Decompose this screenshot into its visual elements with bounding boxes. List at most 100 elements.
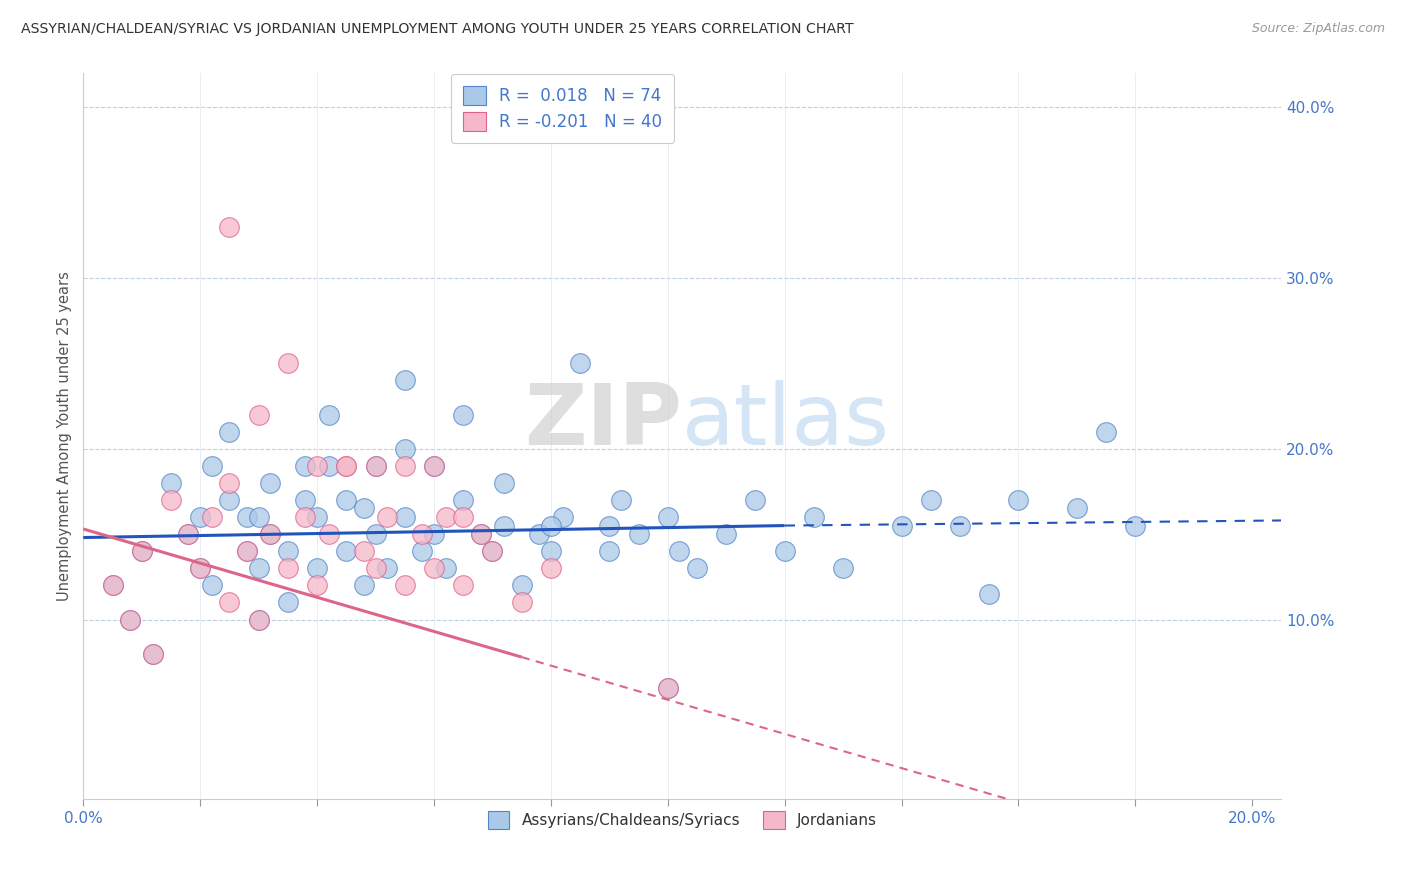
Point — [598, 518, 620, 533]
Point — [247, 510, 270, 524]
Point — [364, 458, 387, 473]
Point — [188, 561, 211, 575]
Point — [177, 527, 200, 541]
Point — [494, 518, 516, 533]
Point — [160, 475, 183, 490]
Point — [627, 527, 650, 541]
Point — [494, 475, 516, 490]
Point — [236, 544, 259, 558]
Point — [218, 425, 240, 439]
Point — [236, 510, 259, 524]
Point — [375, 510, 398, 524]
Legend: Assyrians/Chaldeans/Syriacs, Jordanians: Assyrians/Chaldeans/Syriacs, Jordanians — [482, 805, 883, 835]
Point — [1066, 501, 1088, 516]
Point — [714, 527, 737, 541]
Point — [259, 475, 281, 490]
Point — [423, 458, 446, 473]
Point — [353, 544, 375, 558]
Point — [294, 492, 316, 507]
Point — [188, 561, 211, 575]
Point — [277, 595, 299, 609]
Point — [657, 681, 679, 695]
Point — [540, 518, 562, 533]
Point — [510, 578, 533, 592]
Point — [247, 561, 270, 575]
Point — [949, 518, 972, 533]
Point — [1007, 492, 1029, 507]
Point — [394, 578, 416, 592]
Point — [434, 561, 457, 575]
Point — [569, 356, 592, 370]
Point — [277, 561, 299, 575]
Text: ZIP: ZIP — [524, 380, 682, 463]
Point — [142, 647, 165, 661]
Point — [527, 527, 550, 541]
Point — [335, 458, 357, 473]
Point — [423, 458, 446, 473]
Text: Source: ZipAtlas.com: Source: ZipAtlas.com — [1251, 22, 1385, 36]
Point — [307, 561, 329, 575]
Point — [890, 518, 912, 533]
Point — [540, 544, 562, 558]
Point — [598, 544, 620, 558]
Point — [510, 595, 533, 609]
Point — [177, 527, 200, 541]
Point — [803, 510, 825, 524]
Point — [142, 647, 165, 661]
Point — [218, 475, 240, 490]
Point — [118, 613, 141, 627]
Point — [744, 492, 766, 507]
Text: atlas: atlas — [682, 380, 890, 463]
Point — [307, 510, 329, 524]
Point — [470, 527, 492, 541]
Point — [335, 544, 357, 558]
Point — [236, 544, 259, 558]
Point — [451, 578, 474, 592]
Point — [201, 510, 224, 524]
Point — [423, 561, 446, 575]
Point — [657, 681, 679, 695]
Point — [307, 578, 329, 592]
Point — [551, 510, 574, 524]
Point — [394, 373, 416, 387]
Point — [307, 458, 329, 473]
Point — [247, 408, 270, 422]
Point — [657, 510, 679, 524]
Y-axis label: Unemployment Among Youth under 25 years: Unemployment Among Youth under 25 years — [58, 271, 72, 601]
Point — [540, 561, 562, 575]
Point — [481, 544, 503, 558]
Point — [247, 613, 270, 627]
Point — [481, 544, 503, 558]
Point — [101, 578, 124, 592]
Point — [451, 510, 474, 524]
Point — [470, 527, 492, 541]
Point — [451, 408, 474, 422]
Point — [131, 544, 153, 558]
Point — [353, 501, 375, 516]
Point — [259, 527, 281, 541]
Point — [920, 492, 942, 507]
Point — [131, 544, 153, 558]
Point — [201, 578, 224, 592]
Point — [364, 458, 387, 473]
Point — [259, 527, 281, 541]
Point — [201, 458, 224, 473]
Point — [979, 587, 1001, 601]
Point — [318, 458, 340, 473]
Point — [364, 527, 387, 541]
Text: ASSYRIAN/CHALDEAN/SYRIAC VS JORDANIAN UNEMPLOYMENT AMONG YOUTH UNDER 25 YEARS CO: ASSYRIAN/CHALDEAN/SYRIAC VS JORDANIAN UN… — [21, 22, 853, 37]
Point — [294, 510, 316, 524]
Point — [394, 442, 416, 456]
Point — [335, 458, 357, 473]
Point — [101, 578, 124, 592]
Point — [118, 613, 141, 627]
Point — [411, 527, 433, 541]
Point — [434, 510, 457, 524]
Point — [318, 527, 340, 541]
Point — [832, 561, 855, 575]
Point — [294, 458, 316, 473]
Point — [1095, 425, 1118, 439]
Point — [686, 561, 709, 575]
Point — [353, 578, 375, 592]
Point — [773, 544, 796, 558]
